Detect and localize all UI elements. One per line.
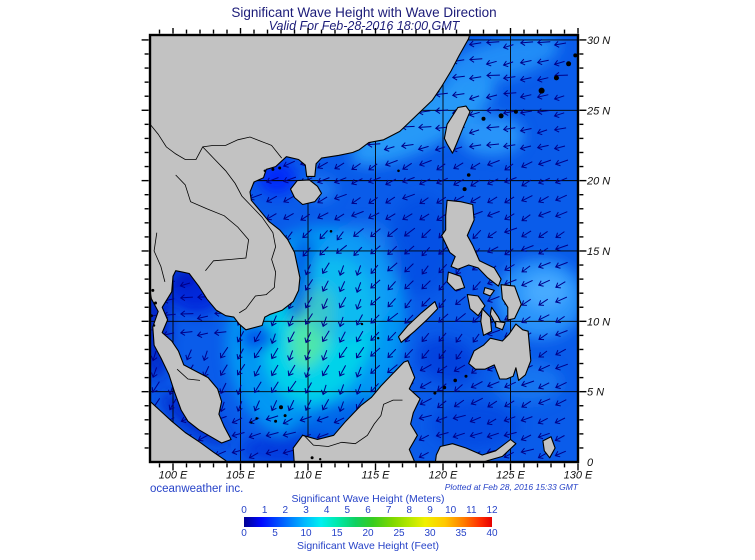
- landmass-hainan: [289, 179, 323, 206]
- colorbar-tick: 12: [486, 505, 498, 516]
- island-dot: [498, 113, 504, 119]
- island-dot: [319, 458, 322, 461]
- page-title: Significant Wave Height with Wave Direct…: [231, 5, 497, 20]
- colorbar-tick: 9: [427, 505, 433, 516]
- colorbar-tick: 15: [331, 528, 343, 539]
- landmass-mindoro: [446, 271, 466, 291]
- colorbar-tick: 10: [445, 505, 457, 516]
- colorbar-tick: 0: [241, 528, 247, 539]
- country-borders: [150, 124, 403, 447]
- landmass-samar: [500, 284, 522, 321]
- landmass-taiwan: [443, 105, 471, 154]
- colorbar-tick: 3: [303, 505, 309, 516]
- landmass-bohol: [495, 320, 506, 331]
- colorbar-tick: 10: [300, 528, 312, 539]
- colorbar-tick: 0: [241, 505, 247, 516]
- plotted-at-timestamp: Plotted at Feb 28, 2016 15:33 GMT: [444, 482, 578, 492]
- lat-label: 10 N: [587, 316, 610, 328]
- landmass-sumatra: [150, 400, 228, 462]
- island-dot: [538, 87, 545, 94]
- island-dot: [154, 301, 157, 305]
- landmass-mainland: [150, 35, 471, 444]
- colorbar-tick: 4: [323, 505, 330, 516]
- lon-label: 105 E: [226, 470, 255, 482]
- lat-label: 25 N: [586, 105, 610, 117]
- landmass-halmahera: [542, 436, 556, 459]
- island-dot: [462, 187, 467, 192]
- colorbar-tick: 5: [344, 505, 351, 516]
- colorbar-meters-ticks: 0 1 2 3 4 5 6 7 8 9 10 11 12: [241, 505, 497, 517]
- island-dot: [274, 419, 278, 423]
- colorbar-tick: 20: [362, 528, 374, 539]
- landmass-palawan: [397, 301, 439, 343]
- island-dot: [152, 324, 156, 327]
- island-dot: [433, 391, 437, 395]
- island-dot: [466, 173, 471, 177]
- island-dot: [329, 230, 333, 233]
- map-frame: [148, 33, 580, 464]
- colorbar-gradient: [244, 517, 492, 527]
- landmass-luzon: [441, 199, 502, 287]
- colorbar-feet-ticks: 0 5 10 15 20 25 30 35 40: [241, 528, 497, 540]
- island-dot: [360, 322, 364, 326]
- island-dot: [278, 166, 282, 170]
- island-dot: [283, 414, 287, 418]
- island-dot: [263, 169, 266, 172]
- colorbar-tick: 30: [424, 528, 436, 539]
- island-dot: [442, 385, 447, 390]
- island-dot: [481, 116, 486, 121]
- island-dot: [151, 288, 155, 292]
- lon-label: 120 E: [429, 470, 458, 482]
- colorbar-meters-label: Significant Wave Height (Meters): [291, 493, 445, 505]
- landmass-mindanao: [468, 323, 532, 381]
- colorbar-tick: 2: [282, 505, 289, 516]
- colorbar-tick: 6: [365, 505, 371, 516]
- lon-label: 110 E: [294, 470, 323, 482]
- lon-label: 130 E: [564, 470, 593, 482]
- landmass-borneo: [292, 360, 421, 462]
- colorbar-feet-label: Significant Wave Height (Feet): [296, 540, 439, 552]
- colorbar-tick: 11: [466, 505, 477, 516]
- lon-label: 125 E: [496, 470, 525, 482]
- land-layer: [150, 35, 578, 462]
- landmass-negros: [480, 308, 493, 336]
- island-dot: [464, 374, 468, 378]
- axis-labels: 100 E 105 E 110 E 115 E 120 E 125 E 130 E 30 N 2…: [159, 35, 611, 482]
- island-dot: [453, 378, 458, 383]
- credit-oceanweather: oceanweather inc.: [150, 483, 244, 495]
- colorbar-tick: 25: [393, 528, 405, 539]
- colorbar-tick: 8: [406, 505, 413, 516]
- island-dot: [255, 417, 258, 420]
- colorbar-tick: 7: [385, 505, 392, 516]
- island-dot: [566, 61, 572, 67]
- island-dot: [377, 337, 380, 340]
- island-dot: [553, 75, 559, 81]
- lat-label: 5 N: [587, 387, 604, 399]
- lat-label: 15 N: [587, 246, 610, 258]
- page-subtitle: Valid For Feb-28-2016 18:00 GMT: [268, 19, 460, 33]
- map-plot: 100 E 105 E 110 E 115 E 120 E 125 E 130 E 30 N 2…: [141, 28, 611, 482]
- colorbar-tick: 1: [261, 505, 268, 516]
- lat-label: 20 N: [586, 176, 610, 188]
- island-dot: [271, 167, 275, 171]
- island-dot: [573, 53, 578, 58]
- colorbar-tick: 35: [455, 528, 467, 539]
- landmass-sulawesi: [434, 438, 517, 462]
- colorbar-tick: 40: [486, 528, 498, 539]
- lat-label: 0: [587, 457, 594, 469]
- colorbar-tick: 5: [272, 528, 278, 539]
- lon-label: 100 E: [159, 470, 188, 482]
- island-dot: [279, 405, 283, 410]
- island-dot: [250, 421, 253, 424]
- island-dot: [397, 169, 400, 173]
- lon-label: 115 E: [362, 470, 391, 482]
- lat-label: 30 N: [587, 35, 610, 47]
- island-dot: [513, 109, 518, 114]
- landmass-masbate: [482, 287, 495, 297]
- island-dot: [310, 456, 314, 460]
- axis-ticks: [141, 28, 587, 471]
